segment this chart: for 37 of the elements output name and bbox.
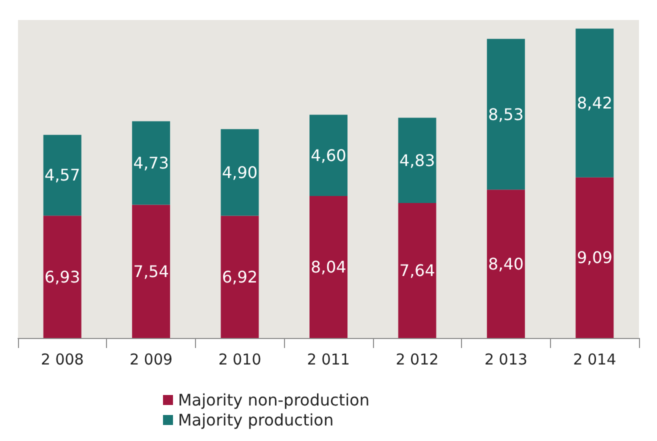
bar bbox=[576, 177, 614, 338]
bar bbox=[486, 38, 525, 190]
bar bbox=[310, 114, 348, 196]
legend-label: Majority production bbox=[178, 410, 334, 430]
data-label: 9,09 bbox=[576, 248, 612, 268]
x-tick-label: 2 012 bbox=[396, 350, 439, 368]
x-tick-label: 2 009 bbox=[130, 350, 173, 368]
bar bbox=[132, 204, 170, 338]
bar bbox=[220, 216, 259, 338]
data-label: 7,64 bbox=[399, 261, 436, 280]
data-label: 7,54 bbox=[133, 262, 169, 281]
legend-label: Majority non-production bbox=[178, 390, 370, 410]
data-label: 8,04 bbox=[310, 257, 346, 276]
data-label: 8,40 bbox=[488, 254, 524, 274]
bar bbox=[220, 129, 259, 216]
x-tick-label: 2 014 bbox=[573, 350, 616, 368]
x-tick-label: 2 010 bbox=[218, 350, 262, 368]
bar bbox=[310, 196, 348, 338]
data-label: 4,60 bbox=[310, 146, 346, 165]
bar bbox=[132, 121, 170, 205]
data-label: 4,57 bbox=[44, 166, 80, 185]
x-tick-label: 2 013 bbox=[484, 350, 528, 368]
bar bbox=[43, 134, 82, 216]
data-label: 6,93 bbox=[44, 267, 80, 286]
bar bbox=[398, 118, 436, 204]
data-label: 8,53 bbox=[488, 104, 524, 124]
data-label: 4,90 bbox=[222, 162, 258, 182]
x-tick-label: 2 008 bbox=[40, 350, 84, 368]
data-label: 4,73 bbox=[133, 154, 169, 173]
data-label: 6,92 bbox=[222, 267, 258, 286]
x-tick-label: 2 011 bbox=[307, 350, 350, 368]
bar bbox=[43, 216, 82, 338]
bar bbox=[398, 203, 436, 338]
data-label: 4,83 bbox=[399, 150, 436, 170]
bar bbox=[576, 28, 614, 178]
data-label: 8,42 bbox=[576, 94, 612, 113]
bar bbox=[486, 190, 525, 338]
